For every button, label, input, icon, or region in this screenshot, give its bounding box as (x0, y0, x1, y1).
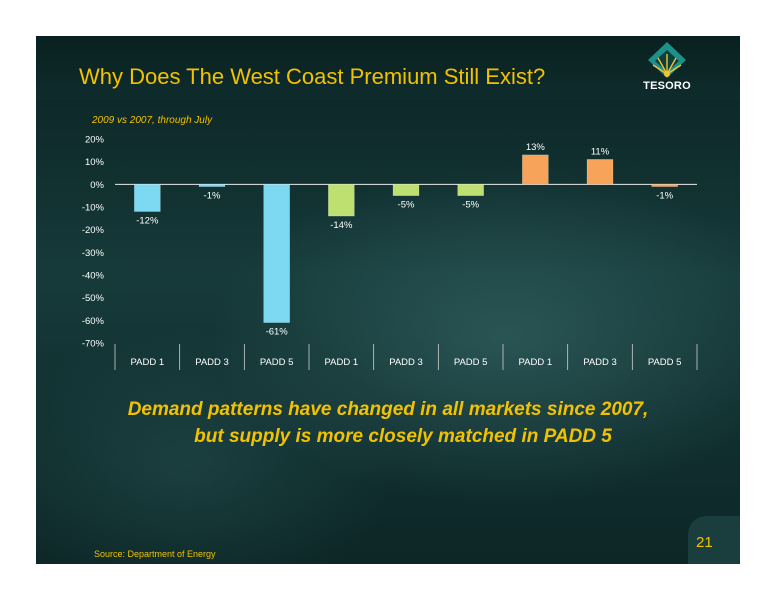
y-tick-label: -20% (82, 225, 105, 236)
data-label: -5% (398, 200, 415, 211)
data-label: -12% (136, 216, 159, 227)
page-title: Why Does The West Coast Premium Still Ex… (79, 64, 546, 89)
key-message: Demand patterns have changed in all mark… (36, 396, 740, 450)
bar (392, 184, 420, 196)
logo-text: TESORO (643, 80, 691, 92)
y-tick-label: -40% (82, 271, 105, 282)
y-tick-label: -50% (82, 293, 105, 304)
category-label: PADD 5 (260, 357, 294, 368)
category-label: PADD 3 (195, 357, 229, 368)
y-tick-label: 20% (85, 135, 105, 146)
key-message-line-2: but supply is more closely matched in PA… (194, 426, 612, 447)
bar (522, 154, 549, 185)
category-label: PADD 1 (519, 357, 553, 368)
y-tick-label: -70% (82, 339, 105, 350)
source-note: Source: Department of Energy (94, 549, 216, 559)
bar (198, 184, 226, 187)
data-label: 11% (591, 146, 610, 157)
y-tick-label: -30% (82, 248, 105, 259)
title-band (36, 36, 740, 100)
category-label: PADD 5 (648, 357, 682, 368)
category-label: PADD 1 (131, 357, 165, 368)
bar (328, 184, 355, 217)
y-tick-label: -60% (82, 316, 105, 327)
bar (134, 184, 161, 212)
slide: Why Does The West Coast Premium Still Ex… (36, 36, 740, 564)
tesoro-logo-icon (648, 42, 686, 78)
bar (263, 184, 290, 323)
data-label: -1% (204, 191, 221, 202)
data-label: 13% (526, 142, 546, 153)
y-tick-label: 10% (85, 157, 105, 168)
page-corner (688, 516, 740, 564)
y-tick-label: -10% (82, 203, 105, 214)
bar-chart: 20% 10% 0% -10% -20% -30% -40% -50% -60% -70% -12… (82, 135, 698, 370)
y-tick-label: 0% (90, 180, 104, 191)
category-label: PADD 5 (454, 357, 488, 368)
bar (651, 184, 678, 187)
data-label: -14% (330, 220, 353, 231)
chart-subtitle: 2009 vs 2007, through July (92, 115, 213, 126)
category-label: PADD 3 (583, 357, 617, 368)
bar (457, 184, 484, 196)
category-label: PADD 3 (389, 357, 423, 368)
data-label: -1% (656, 191, 673, 202)
key-message-line-1: Demand patterns have changed in all mark… (127, 399, 649, 420)
category-label: PADD 1 (325, 357, 359, 368)
data-label: -5% (462, 200, 479, 211)
page-number: 21 (696, 534, 713, 551)
bar (586, 159, 614, 185)
data-label: -61% (266, 327, 289, 338)
